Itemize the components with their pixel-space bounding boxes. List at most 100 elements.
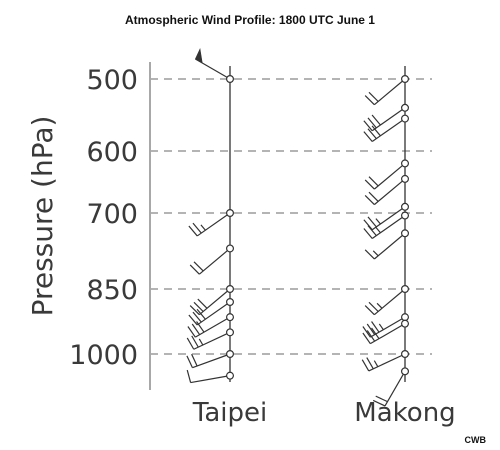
barb-shaft: [373, 288, 406, 316]
barb-full: [367, 117, 377, 129]
station-marker: [401, 202, 410, 211]
barb-full: [363, 120, 373, 132]
wind-barb: [187, 313, 235, 338]
barb-half: [375, 226, 381, 234]
barb-shaft: [370, 323, 406, 345]
station-marker: [401, 350, 410, 359]
barb-full: [363, 219, 373, 231]
barb-full: [196, 321, 205, 333]
station-marker: [226, 285, 235, 294]
barb-full: [188, 225, 198, 237]
barb-half: [373, 360, 379, 367]
barb-full: [191, 335, 199, 348]
credit-label: CWB: [465, 435, 487, 445]
barb-full: [193, 261, 204, 272]
barb-full: [188, 314, 198, 326]
station-marker: [401, 74, 410, 83]
barb-half: [376, 302, 383, 309]
station-marker: [226, 313, 235, 322]
barb-shaft: [195, 316, 231, 338]
wind-barb: [363, 211, 410, 239]
barb-shaft: [193, 331, 231, 350]
barb-full: [367, 128, 377, 140]
wind-barb: [188, 209, 235, 237]
barb-full: [192, 222, 202, 234]
barb-shaft: [373, 178, 406, 206]
station-marker: [401, 313, 410, 322]
barb-full: [364, 305, 375, 316]
barb-shaft: [196, 212, 231, 237]
barb-shaft: [373, 162, 406, 190]
barb-full: [371, 114, 381, 126]
station-label: Makong: [354, 398, 455, 428]
y-axis-label: Pressure (hPa): [26, 116, 59, 317]
barb-full: [362, 326, 371, 338]
station-marker: [226, 371, 235, 380]
wind-barb: [189, 285, 235, 316]
station-marker: [226, 298, 235, 307]
barb-half: [378, 323, 384, 331]
barb-full: [196, 308, 206, 320]
station-taipei: Taipei: [186, 48, 267, 428]
barb-half: [375, 218, 381, 225]
barb-full: [197, 298, 208, 309]
station-marker: [401, 367, 410, 376]
wind-barb: [362, 319, 410, 345]
barb-full: [367, 216, 377, 228]
barb-full: [364, 194, 375, 206]
wind-barb: [364, 74, 410, 106]
y-tick-labels: 500 600 700 850 1000: [69, 65, 138, 371]
station-marker: [401, 174, 410, 183]
barb-full: [363, 228, 373, 239]
wind-barb: [188, 298, 235, 326]
station-label: Taipei: [192, 398, 267, 428]
barb-shaft: [192, 353, 231, 369]
barb-full: [186, 337, 195, 350]
barb-full: [366, 357, 374, 370]
barb-full: [364, 249, 375, 260]
barb-full: [368, 176, 379, 187]
barb-half: [200, 224, 206, 231]
barb-shaft: [198, 248, 231, 275]
barb-full: [189, 264, 200, 275]
barb-full: [186, 369, 192, 383]
barb-full: [361, 359, 370, 372]
barb-full: [193, 301, 204, 312]
wind-barb: [186, 369, 235, 384]
barb-full: [186, 355, 193, 368]
stations: Taipei Makong: [186, 48, 456, 428]
barb-half: [198, 338, 204, 346]
barb-full: [372, 399, 386, 407]
barb-full: [363, 131, 373, 142]
wind-barb: [364, 229, 410, 260]
station-makong: Makong: [354, 66, 456, 428]
chart-title: Atmospheric Wind Profile: 1800 UTC June …: [125, 13, 375, 27]
barb-full: [366, 323, 376, 336]
station-marker: [401, 114, 410, 123]
station-marker: [401, 159, 410, 168]
station-marker: [226, 74, 235, 83]
barb-shaft: [368, 353, 406, 372]
y-tick-label: 850: [86, 275, 138, 306]
barb-shaft: [198, 288, 231, 316]
wind-barb: [361, 350, 410, 372]
barb-shaft: [371, 215, 406, 239]
grid-lines: [150, 78, 432, 355]
barb-shaft: [190, 375, 231, 384]
wind-barb: [364, 159, 410, 190]
barb-full: [191, 323, 201, 336]
barb-full: [371, 321, 380, 333]
station-marker: [226, 328, 235, 337]
wind-barb: [363, 202, 410, 231]
barb-full: [368, 91, 379, 102]
wind-barb: [364, 285, 410, 316]
wind-barb: [364, 174, 410, 206]
barb-full: [367, 225, 377, 236]
barb-shaft: [373, 232, 406, 260]
barb-full: [375, 395, 388, 403]
station-marker: [401, 285, 410, 294]
wind-barb: [363, 114, 410, 143]
y-tick-label: 500: [86, 65, 138, 96]
barb-full: [371, 125, 381, 137]
